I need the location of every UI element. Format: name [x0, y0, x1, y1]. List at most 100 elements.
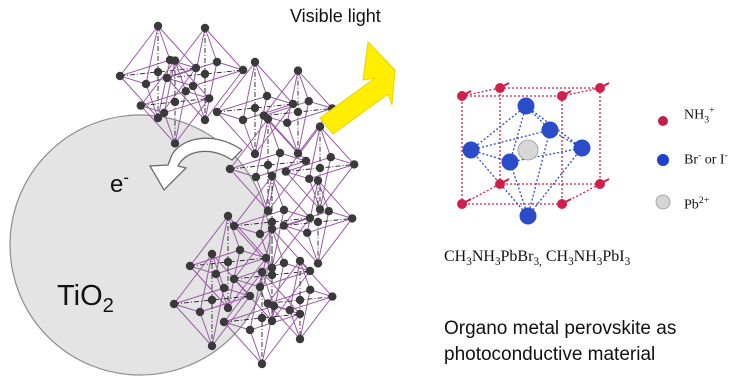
octahedron-edge	[289, 310, 301, 340]
atom	[229, 221, 239, 231]
octahedron-edge	[299, 260, 311, 290]
atom	[225, 164, 235, 174]
octahedron-edge	[223, 271, 263, 323]
atom	[251, 172, 261, 182]
octahedron-edge	[266, 95, 294, 105]
nh3-atom	[457, 91, 467, 101]
octahedron-edge	[227, 215, 241, 251]
atom	[295, 256, 305, 266]
octahedron-edge	[242, 119, 256, 155]
nh3-atom	[557, 91, 567, 101]
cell-edge	[561, 87, 601, 97]
octahedron-edge	[192, 27, 206, 87]
formula-2-part: CH	[545, 248, 569, 265]
atom	[267, 316, 277, 326]
octahedron-edge	[297, 101, 310, 154]
legend-nh3-label: NH3+	[684, 105, 715, 125]
atom	[267, 263, 277, 273]
atom	[305, 266, 315, 276]
atom	[223, 257, 233, 267]
atom	[315, 122, 325, 131]
octahedron-edge	[299, 296, 333, 340]
atom	[181, 87, 190, 96]
legend-nh3-dot	[658, 116, 668, 126]
atom	[153, 21, 163, 31]
formula-1-sub: 3	[466, 256, 472, 269]
octahedron-edge	[119, 75, 159, 119]
formula-2-part: NH	[573, 248, 597, 265]
octahedron-edge	[233, 228, 273, 280]
atom	[188, 81, 198, 91]
cell-edge	[527, 129, 551, 217]
atom	[160, 108, 169, 118]
octahedron-edge	[306, 232, 319, 264]
octahedron-edge	[140, 90, 186, 107]
legend-pb-symbol: Pb	[684, 197, 699, 213]
atom	[250, 103, 260, 113]
visible-light-label: Visible light	[290, 6, 381, 26]
atom	[324, 207, 333, 216]
legend-halide-label: Br- or I-	[684, 150, 728, 169]
atom	[301, 156, 311, 166]
atom	[279, 221, 288, 230]
octahedron-edge	[308, 126, 321, 179]
atom	[162, 73, 172, 83]
atom	[267, 224, 277, 234]
octahedron-edge	[289, 260, 301, 311]
octahedron-edge	[263, 100, 309, 117]
legend-nh3-sub: 3	[704, 114, 710, 126]
octahedron-edge	[287, 107, 333, 124]
atom	[267, 171, 277, 181]
octahedron-edge	[157, 25, 171, 61]
atom	[238, 65, 248, 75]
cell-edge	[461, 87, 501, 97]
atom	[219, 317, 229, 327]
atom	[263, 114, 273, 124]
octahedron-edge	[317, 211, 330, 264]
atom	[269, 301, 279, 311]
atom	[285, 306, 294, 315]
atom	[293, 149, 303, 158]
atom	[263, 299, 272, 308]
octahedron-edge	[271, 175, 311, 219]
atom	[229, 274, 239, 284]
atom	[313, 259, 323, 268]
octahedron-edge	[163, 60, 176, 113]
octahedron-edge	[223, 321, 263, 365]
cell-edge	[509, 161, 529, 217]
octahedron-edge	[204, 69, 244, 121]
atom	[257, 313, 267, 323]
atom	[350, 160, 359, 169]
atom	[305, 174, 314, 183]
octahedron-edge	[271, 217, 311, 269]
atom	[267, 217, 277, 227]
octahedron-edge	[216, 95, 268, 113]
octahedron-edge	[297, 70, 333, 109]
octahedron-edge	[192, 85, 206, 121]
octahedron-edge	[216, 61, 244, 71]
octahedron-edge	[189, 215, 229, 267]
cell-edge	[470, 129, 551, 151]
cell-edge	[527, 147, 583, 217]
octahedron-edge	[119, 25, 159, 77]
octahedron-edge	[319, 126, 355, 165]
atom	[303, 228, 312, 237]
atom	[211, 269, 221, 279]
octahedron-edge	[173, 253, 213, 305]
pb-atom	[517, 139, 539, 161]
atom	[223, 211, 233, 221]
tio2-base: TiO	[57, 280, 103, 312]
halide-atom	[517, 97, 535, 115]
octahedron-edge	[189, 265, 217, 275]
perovskite-octahedra-framework	[115, 21, 359, 369]
octahedron-edge	[140, 105, 176, 144]
octahedron-edge	[174, 60, 210, 99]
octahedron-edge	[319, 157, 332, 210]
octahedron-edge	[309, 163, 355, 180]
octahedron-edge	[254, 61, 268, 97]
octahedron-edge	[249, 271, 263, 331]
atom	[288, 99, 298, 109]
halide-atom	[462, 141, 480, 159]
atom	[212, 107, 222, 117]
octahedron-edge	[306, 180, 319, 233]
